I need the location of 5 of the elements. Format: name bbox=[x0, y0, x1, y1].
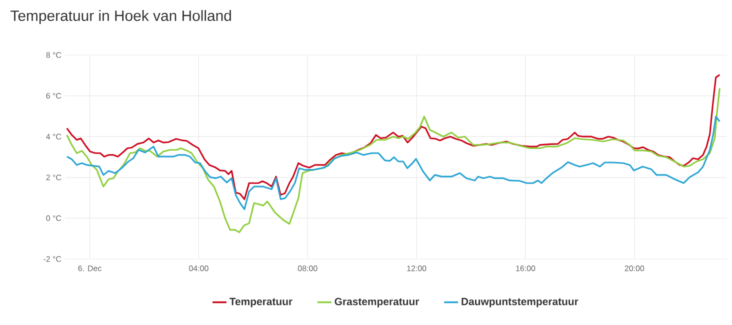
legend-label: Grastemperatuur bbox=[334, 298, 420, 308]
chart-title: Temperatuur in Hoek van Holland bbox=[10, 10, 231, 24]
line-series bbox=[66, 87, 720, 234]
legend-label: Dauwpuntstemperatuur bbox=[462, 298, 578, 308]
legend-label: Temperatuur bbox=[230, 298, 292, 308]
